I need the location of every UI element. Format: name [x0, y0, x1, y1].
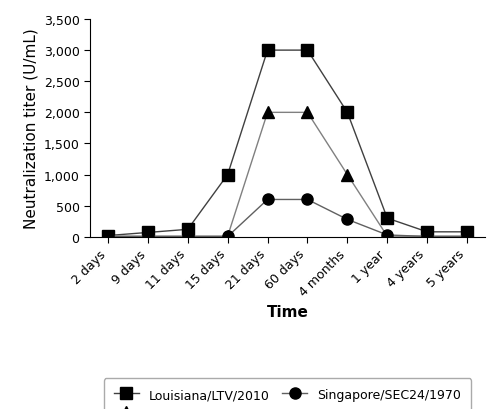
Y-axis label: Neutralization titer (U/mL): Neutralization titer (U/mL) [23, 29, 38, 229]
Singapore/SEC24/1970 [264, 198, 270, 202]
Louisiana/LTV/2010 [384, 216, 390, 221]
Line: Singapore/SEC24/1970: Singapore/SEC24/1970 [102, 194, 472, 243]
Louisiana/LTV/2010 [105, 234, 111, 238]
Louisiana/LTV/2010 [264, 49, 270, 54]
Texas/MO7/1977 [424, 234, 430, 239]
Texas/MO7/1977 [464, 234, 470, 239]
Singapore/SEC24/1970 [304, 198, 310, 202]
Singapore/SEC24/1970 [424, 234, 430, 239]
Texas/MO7/1977 [344, 173, 350, 178]
Louisiana/LTV/2010 [185, 227, 191, 232]
Texas/MO7/1977 [105, 234, 111, 239]
Singapore/SEC24/1970 [224, 234, 230, 239]
Texas/MO7/1977 [384, 234, 390, 239]
Singapore/SEC24/1970 [344, 218, 350, 222]
Singapore/SEC24/1970 [145, 234, 151, 239]
X-axis label: Time: Time [266, 304, 308, 319]
Texas/MO7/1977 [224, 234, 230, 239]
Legend: Louisiana/LTV/2010, Texas/MO7/1977, Singapore/SEC24/1970: Louisiana/LTV/2010, Texas/MO7/1977, Sing… [104, 378, 471, 409]
Singapore/SEC24/1970 [384, 233, 390, 238]
Singapore/SEC24/1970 [185, 234, 191, 239]
Line: Louisiana/LTV/2010: Louisiana/LTV/2010 [102, 45, 472, 242]
Texas/MO7/1977 [304, 110, 310, 115]
Texas/MO7/1977 [185, 234, 191, 239]
Louisiana/LTV/2010 [344, 110, 350, 115]
Louisiana/LTV/2010 [464, 230, 470, 235]
Louisiana/LTV/2010 [424, 230, 430, 235]
Louisiana/LTV/2010 [145, 230, 151, 235]
Texas/MO7/1977 [145, 234, 151, 239]
Texas/MO7/1977 [264, 110, 270, 115]
Singapore/SEC24/1970 [464, 234, 470, 239]
Line: Texas/MO7/1977: Texas/MO7/1977 [102, 107, 474, 243]
Singapore/SEC24/1970 [105, 234, 111, 239]
Louisiana/LTV/2010 [304, 49, 310, 54]
Louisiana/LTV/2010 [224, 173, 230, 178]
